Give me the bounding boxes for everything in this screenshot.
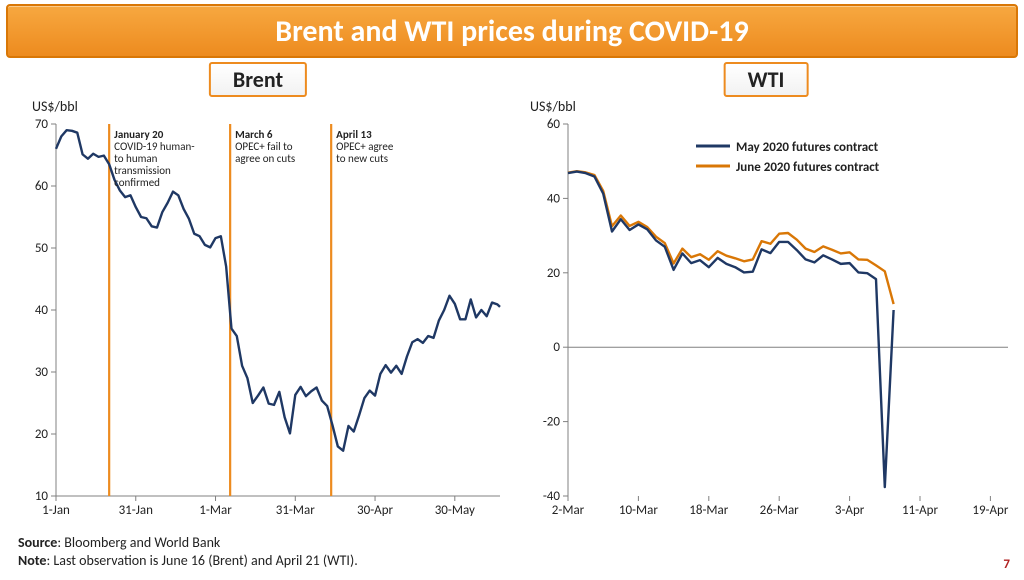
svg-text:June 2020 futures contract: June 2020 futures contract <box>736 160 880 175</box>
svg-text:40: 40 <box>547 191 561 206</box>
svg-text:-40: -40 <box>543 489 561 504</box>
svg-text:30-May: 30-May <box>435 503 475 518</box>
svg-text:30: 30 <box>35 365 49 380</box>
svg-text:26-Mar: 26-Mar <box>760 503 799 518</box>
footer: Source: Bloomberg and World Bank Note: L… <box>18 534 358 570</box>
wti-chart: -40 -20 0 20 40 60 2-Mar 10-Mar 18-Mar 26-Mar 3-Ap… <box>516 62 1016 522</box>
svg-text:31-Jan: 31-Jan <box>119 503 154 518</box>
svg-text:1-Mar: 1-Mar <box>199 503 232 518</box>
wti-subtitle: WTI <box>724 62 809 97</box>
brent-panel: Brent US$/bbl 102030405060701-Jan31-Jan1… <box>8 62 508 522</box>
wti-panel: WTI US$/bbl -40-2002040602-Mar10-Mar18-M… <box>516 62 1016 522</box>
svg-text:19-Apr: 19-Apr <box>972 503 1009 518</box>
svg-text:1-Jan: 1-Jan <box>42 503 70 518</box>
page-number: 7 <box>1003 557 1010 572</box>
svg-text:20: 20 <box>547 266 561 281</box>
svg-text:10: 10 <box>35 489 49 504</box>
svg-text:May 2020 futures contract: May 2020 futures contract <box>736 140 879 155</box>
svg-text:-20: -20 <box>543 415 561 430</box>
charts-row: Brent US$/bbl 102030405060701-Jan31-Jan1… <box>0 58 1024 522</box>
source-label: Source <box>18 534 57 551</box>
svg-text:60: 60 <box>35 179 49 194</box>
brent-subtitle: Brent <box>209 62 307 97</box>
note-text: : Last observation is June 16 (Brent) an… <box>46 552 357 569</box>
svg-text:to new cuts: to new cuts <box>336 152 388 165</box>
svg-text:0: 0 <box>553 340 560 355</box>
svg-text:confirmed: confirmed <box>114 176 160 189</box>
svg-text:70: 70 <box>35 117 49 132</box>
svg-text:30-Apr: 30-Apr <box>357 503 394 518</box>
svg-text:18-Mar: 18-Mar <box>689 503 728 518</box>
svg-text:10-Mar: 10-Mar <box>619 503 658 518</box>
page-title: Brent and WTI prices during COVID-19 <box>6 4 1018 58</box>
svg-text:40: 40 <box>35 303 49 318</box>
svg-text:2-Mar: 2-Mar <box>552 503 585 518</box>
svg-text:agree on cuts: agree on cuts <box>235 152 295 165</box>
svg-text:3-Apr: 3-Apr <box>835 503 865 518</box>
source-text: : Bloomberg and World Bank <box>57 534 220 551</box>
note-label: Note <box>18 552 46 569</box>
svg-text:31-Mar: 31-Mar <box>276 503 315 518</box>
svg-text:60: 60 <box>547 117 561 132</box>
svg-text:50: 50 <box>35 241 49 256</box>
svg-text:11-Apr: 11-Apr <box>902 503 939 518</box>
svg-text:20: 20 <box>35 427 49 442</box>
brent-chart: 10 20 30 40 50 60 70 1-Jan 31-Jan 1-Mar 31-Mar 30-A… <box>8 62 508 522</box>
